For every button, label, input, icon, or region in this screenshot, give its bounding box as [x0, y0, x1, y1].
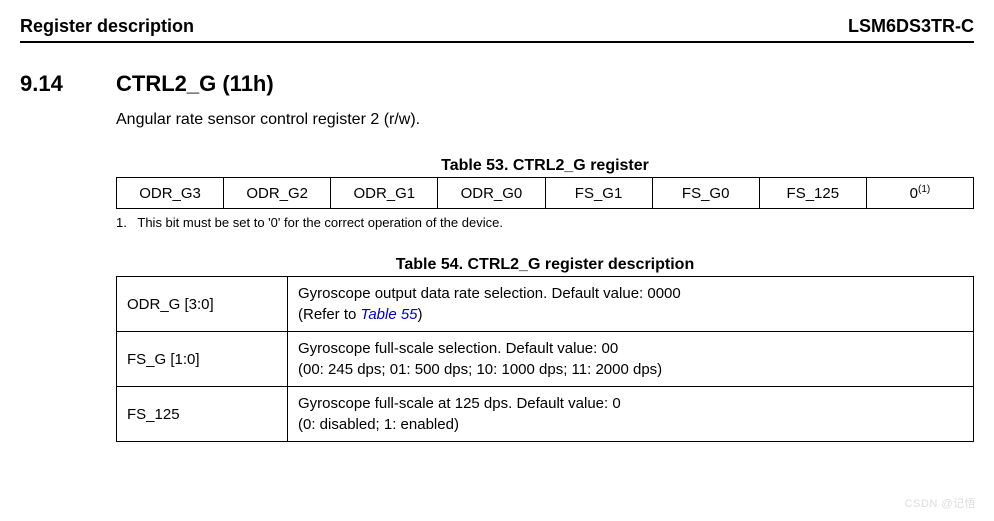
field-name: FS_G [1:0]: [117, 332, 288, 387]
footnote-num: 1.: [116, 215, 134, 230]
desc-line2-suffix: ): [418, 306, 423, 323]
bit-value: 0: [910, 185, 918, 202]
field-name: ODR_G [3:0]: [117, 277, 288, 332]
bit-cell: ODR_G1: [331, 178, 438, 209]
page-header: Register description LSM6DS3TR-C: [20, 16, 974, 43]
bit-cell: ODR_G2: [224, 178, 331, 209]
bit-cell: FS_125: [759, 178, 866, 209]
section-subtitle: Angular rate sensor control register 2 (…: [116, 111, 974, 129]
desc-line1: Gyroscope output data rate selection. De…: [298, 285, 681, 302]
field-desc: Gyroscope full-scale selection. Default …: [288, 332, 974, 387]
table-row: ODR_G [3:0] Gyroscope output data rate s…: [117, 277, 974, 332]
field-name: FS_125: [117, 387, 288, 442]
table54: ODR_G [3:0] Gyroscope output data rate s…: [116, 276, 974, 442]
section-title: CTRL2_G (11h): [116, 71, 274, 97]
bit-cell: ODR_G3: [117, 178, 224, 209]
bit-sup: (1): [918, 184, 930, 195]
desc-line2-prefix: (Refer to: [298, 306, 361, 323]
table-row: FS_G [1:0] Gyroscope full-scale selectio…: [117, 332, 974, 387]
field-desc: Gyroscope output data rate selection. De…: [288, 277, 974, 332]
table53: ODR_G3 ODR_G2 ODR_G1 ODR_G0 FS_G1 FS_G0 …: [116, 177, 974, 209]
table-row: FS_125 Gyroscope full-scale at 125 dps. …: [117, 387, 974, 442]
bit-cell: FS_G0: [652, 178, 759, 209]
bit-cell: FS_G1: [545, 178, 652, 209]
table-ref-link[interactable]: Table 55: [361, 306, 418, 323]
table53-caption: Table 53. CTRL2_G register: [116, 157, 974, 175]
footnote: 1. This bit must be set to '0' for the c…: [116, 215, 974, 230]
section-number: 9.14: [20, 71, 116, 97]
desc-line1: Gyroscope full-scale selection. Default …: [298, 340, 618, 357]
watermark: CSDN @记悟: [905, 495, 976, 511]
desc-line2: (0: disabled; 1: enabled): [298, 416, 459, 433]
section-heading: 9.14 CTRL2_G (11h): [20, 71, 974, 97]
footnote-text: This bit must be set to '0' for the corr…: [137, 215, 503, 230]
desc-line2: (00: 245 dps; 01: 500 dps; 10: 1000 dps;…: [298, 361, 662, 378]
table54-caption: Table 54. CTRL2_G register description: [116, 256, 974, 274]
field-desc: Gyroscope full-scale at 125 dps. Default…: [288, 387, 974, 442]
bit-cell: ODR_G0: [438, 178, 545, 209]
header-left: Register description: [20, 16, 194, 37]
bit-cell: 0(1): [866, 178, 973, 209]
header-right: LSM6DS3TR-C: [848, 16, 974, 37]
desc-line1: Gyroscope full-scale at 125 dps. Default…: [298, 395, 621, 412]
